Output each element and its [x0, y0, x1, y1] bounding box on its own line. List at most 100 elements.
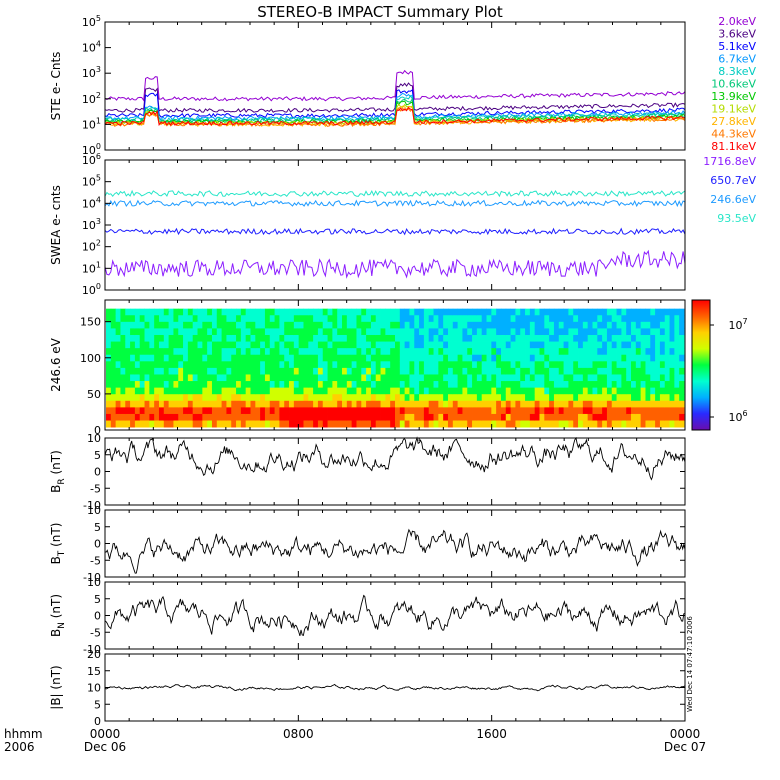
heatmap-cell	[664, 348, 670, 356]
heatmap-cell	[582, 374, 589, 382]
heatmap-cell	[221, 354, 227, 362]
heatmap-cell	[544, 341, 550, 349]
heatmap-cell	[399, 367, 406, 375]
heatmap-cell	[298, 367, 304, 375]
heatmap-cell	[216, 413, 222, 421]
heatmap-cell	[626, 341, 632, 349]
heatmap-cell	[558, 400, 564, 408]
heatmap-cell	[346, 367, 353, 375]
heatmap-cell	[317, 407, 324, 415]
heatmap-cell	[211, 367, 218, 375]
heatmap-cell	[168, 381, 174, 389]
ste-legend-entry: 10.6keV	[711, 78, 756, 91]
heatmap-cell	[192, 315, 198, 323]
y-tick-label: 0	[94, 538, 101, 551]
heatmap-cell	[500, 348, 507, 356]
heatmap-cell	[525, 334, 531, 342]
heatmap-cell	[197, 321, 203, 329]
heatmap-cell	[158, 413, 165, 421]
heatmap-cell	[322, 420, 328, 428]
heatmap-cell	[568, 328, 574, 336]
heatmap-cell	[130, 341, 136, 349]
heatmap-cell	[240, 348, 247, 356]
heatmap-cell	[558, 381, 564, 389]
heatmap-cell	[366, 315, 372, 323]
heatmap-cell	[289, 354, 295, 362]
heatmap-cell	[317, 381, 324, 389]
heatmap-cell	[520, 400, 526, 408]
heatmap-cell	[626, 400, 632, 408]
heatmap-cell	[592, 407, 598, 415]
heatmap-cell	[515, 308, 521, 316]
heatmap-cell	[192, 348, 198, 356]
heatmap-cell	[322, 381, 328, 389]
heatmap-cell	[549, 328, 555, 336]
heatmap-cell	[298, 354, 304, 362]
heatmap-cell	[409, 420, 415, 428]
heatmap-cell	[621, 420, 627, 428]
heatmap-cell	[197, 400, 203, 408]
heatmap-cell	[481, 354, 487, 362]
heatmap-cell	[178, 308, 184, 316]
ste-series-line	[104, 82, 686, 113]
heatmap-cell	[183, 348, 189, 356]
heatmap-cell	[606, 374, 613, 382]
heatmap-cell	[534, 361, 540, 369]
heatmap-cell	[308, 341, 314, 349]
heatmap-cell	[197, 354, 203, 362]
heatmap-cell	[414, 348, 420, 356]
heatmap-cell	[211, 400, 218, 408]
heatmap-cell	[539, 328, 545, 336]
heatmap-cell	[361, 361, 367, 369]
heatmap-cell	[298, 348, 304, 356]
heatmap-cell	[472, 381, 478, 389]
heatmap-cell	[592, 348, 598, 356]
heatmap-cell	[404, 381, 410, 389]
heatmap-cell	[317, 315, 324, 323]
heatmap-cell	[597, 387, 603, 395]
heatmap-cell	[183, 354, 189, 362]
heatmap-cell	[669, 354, 675, 362]
heatmap-cell	[611, 394, 617, 402]
heatmap-cell	[120, 341, 126, 349]
heatmap-cell	[144, 348, 150, 356]
heatmap-cell	[486, 315, 492, 323]
heatmap-cell	[635, 354, 642, 362]
heatmap-cell	[510, 354, 516, 362]
heatmap-cell	[679, 367, 685, 375]
heatmap-cell	[395, 420, 401, 428]
heatmap-cell	[332, 413, 338, 421]
heatmap-cell	[578, 354, 584, 362]
heatmap-cell	[313, 328, 319, 336]
heatmap-cell	[168, 334, 174, 342]
heatmap-cell	[476, 341, 483, 349]
heatmap-cell	[419, 387, 425, 395]
heatmap-cell	[462, 407, 468, 415]
heatmap-cell	[433, 315, 439, 323]
heatmap-cell	[404, 341, 410, 349]
heatmap-cell	[337, 381, 343, 389]
heatmap-cell	[154, 407, 160, 415]
heatmap-cell	[640, 361, 646, 369]
heatmap-cell	[467, 367, 473, 375]
heatmap-cell	[342, 321, 348, 329]
y-tick-label: 100	[82, 282, 101, 297]
swea-legend-entry: 1716.8eV	[703, 155, 756, 168]
heatmap-cell	[529, 420, 536, 428]
heatmap-cell	[635, 361, 642, 369]
heatmap-cell	[255, 334, 261, 342]
heatmap-cell	[592, 354, 598, 362]
heatmap-cell	[505, 348, 511, 356]
heatmap-cell	[568, 348, 574, 356]
heatmap-cell	[346, 354, 353, 362]
heatmap-cell	[525, 321, 531, 329]
heatmap-cell	[110, 334, 117, 342]
heatmap-cell	[438, 308, 444, 316]
y-tick-label: 102	[82, 91, 101, 106]
heatmap-cell	[366, 407, 372, 415]
heatmap-cell	[592, 413, 598, 421]
heatmap-cell	[452, 354, 459, 362]
heatmap-cell	[351, 341, 357, 349]
heatmap-cell	[163, 308, 170, 316]
heatmap-cell	[110, 341, 117, 349]
